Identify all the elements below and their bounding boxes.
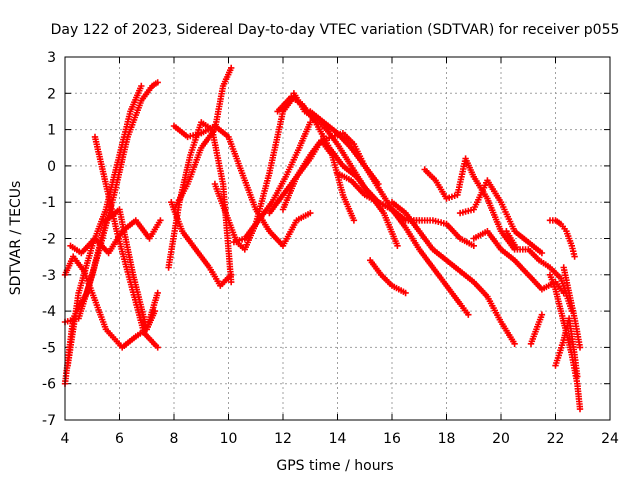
y-tick-label: 2 bbox=[47, 86, 56, 102]
data-marks bbox=[456, 177, 546, 257]
y-tick-label: -4 bbox=[42, 304, 56, 320]
data-marks bbox=[560, 264, 584, 351]
data-marks bbox=[307, 108, 472, 318]
series-pass-12 bbox=[230, 119, 314, 246]
series-group bbox=[61, 64, 584, 413]
y-tick-label: -7 bbox=[42, 413, 56, 429]
data-marks bbox=[334, 170, 477, 249]
data-marks bbox=[527, 311, 546, 347]
data-marks bbox=[67, 217, 164, 257]
y-tick-label: -5 bbox=[42, 340, 56, 356]
x-tick-label: 12 bbox=[274, 431, 292, 447]
plot-frame bbox=[64, 56, 611, 421]
y-tick-label: -3 bbox=[42, 268, 56, 284]
y-tick-label: 1 bbox=[47, 123, 56, 139]
data-marks bbox=[546, 217, 578, 260]
x-tick-label: 4 bbox=[61, 431, 70, 447]
data-marks bbox=[279, 137, 358, 224]
x-tick-label: 10 bbox=[220, 431, 238, 447]
series-pass-10 bbox=[170, 64, 235, 213]
data-marks bbox=[421, 155, 518, 253]
y-tick-label: -6 bbox=[42, 377, 56, 393]
data-marks bbox=[230, 119, 314, 246]
series-pass-29 bbox=[552, 315, 581, 380]
series-pass-26 bbox=[527, 311, 546, 347]
series-pass-20 bbox=[388, 199, 518, 347]
x-tick-label: 24 bbox=[601, 431, 619, 447]
data-marks bbox=[388, 199, 518, 347]
y-tick-label: 0 bbox=[47, 159, 56, 175]
data-marks bbox=[552, 315, 581, 380]
x-tick-label: 18 bbox=[438, 431, 456, 447]
x-tick-label: 22 bbox=[547, 431, 565, 447]
x-tick-label: 6 bbox=[115, 431, 124, 447]
chart-title: Day 122 of 2023, Sidereal Day-to-day VTE… bbox=[51, 22, 620, 38]
x-tick-label: 14 bbox=[329, 431, 347, 447]
series-pass-22 bbox=[456, 177, 546, 257]
series-pass-04 bbox=[67, 217, 164, 257]
series-pass-17 bbox=[307, 108, 472, 318]
series-pass-19 bbox=[367, 257, 409, 297]
data-marks bbox=[170, 64, 235, 213]
series-pass-21 bbox=[421, 155, 518, 253]
series-pass-15 bbox=[279, 137, 358, 224]
x-tick-label: 20 bbox=[492, 431, 510, 447]
series-pass-18 bbox=[334, 170, 477, 249]
y-tick-label: -2 bbox=[42, 232, 56, 248]
x-tick-label: 16 bbox=[383, 431, 401, 447]
x-axis-label: GPS time / hours bbox=[276, 458, 393, 474]
x-tick-label: 8 bbox=[170, 431, 179, 447]
data-marks bbox=[168, 199, 235, 289]
data-marks bbox=[367, 257, 409, 297]
y-axis-label: SDTVAR / TECUs bbox=[8, 181, 24, 296]
y-tick-label: 3 bbox=[47, 50, 56, 66]
series-pass-09 bbox=[168, 199, 235, 289]
series-pass-28 bbox=[560, 264, 584, 351]
y-tick-label: -1 bbox=[42, 195, 56, 211]
series-pass-25 bbox=[546, 217, 578, 260]
